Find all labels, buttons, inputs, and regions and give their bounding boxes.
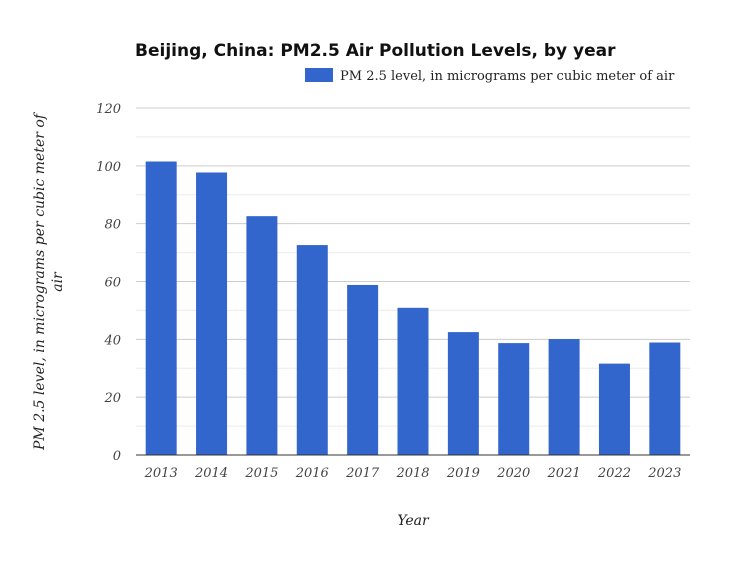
chart-title: Beijing, China: PM2.5 Air Pollution Leve… — [135, 41, 616, 61]
y-tick-label: 60 — [104, 276, 121, 291]
x-axis-ticks: 2013 2014 2015 2016 2017 2018 2019 2020 2021 2022… — [144, 466, 682, 481]
y-axis-title-line1: PM 2.5 level, in micrograms per cubic me… — [32, 111, 48, 451]
x-tick-label: 2023 — [647, 466, 681, 481]
bar-2019 — [447, 332, 479, 455]
x-tick-label: 2019 — [446, 466, 480, 481]
y-tick-label: 100 — [96, 160, 121, 175]
bar-2020 — [498, 343, 530, 455]
bar-2021 — [548, 339, 580, 455]
bar-2013 — [145, 161, 177, 455]
x-tick-label: 2022 — [597, 466, 631, 481]
x-tick-label: 2014 — [194, 466, 228, 481]
bar-2023 — [649, 342, 681, 455]
bar-2018 — [397, 307, 429, 455]
x-tick-label: 2013 — [144, 466, 178, 481]
x-tick-label: 2021 — [547, 466, 581, 481]
y-tick-label: 20 — [103, 391, 121, 406]
x-tick-label: 2017 — [345, 466, 380, 481]
y-tick-label: 120 — [96, 102, 121, 117]
x-tick-label: 2018 — [395, 466, 429, 481]
x-tick-label: 2020 — [496, 466, 530, 481]
y-tick-label: 40 — [103, 333, 121, 348]
legend-swatch — [305, 68, 333, 82]
x-axis-title: Year — [397, 513, 430, 529]
y-tick-label: 80 — [104, 218, 121, 233]
bar-2017 — [347, 284, 379, 455]
bar-2015 — [246, 216, 278, 455]
x-tick-label: 2015 — [244, 466, 278, 481]
bar-2022 — [598, 363, 630, 455]
bars — [145, 161, 681, 455]
y-axis-ticks: 0 20 40 60 80 100 120 — [96, 102, 121, 464]
x-tick-label: 2016 — [295, 466, 329, 481]
bar-2014 — [196, 172, 228, 455]
legend-label: PM 2.5 level, in micrograms per cubic me… — [340, 69, 675, 84]
y-axis-title-line2: air — [50, 271, 66, 292]
bar-2016 — [296, 245, 328, 455]
y-tick-label: 0 — [113, 449, 121, 464]
